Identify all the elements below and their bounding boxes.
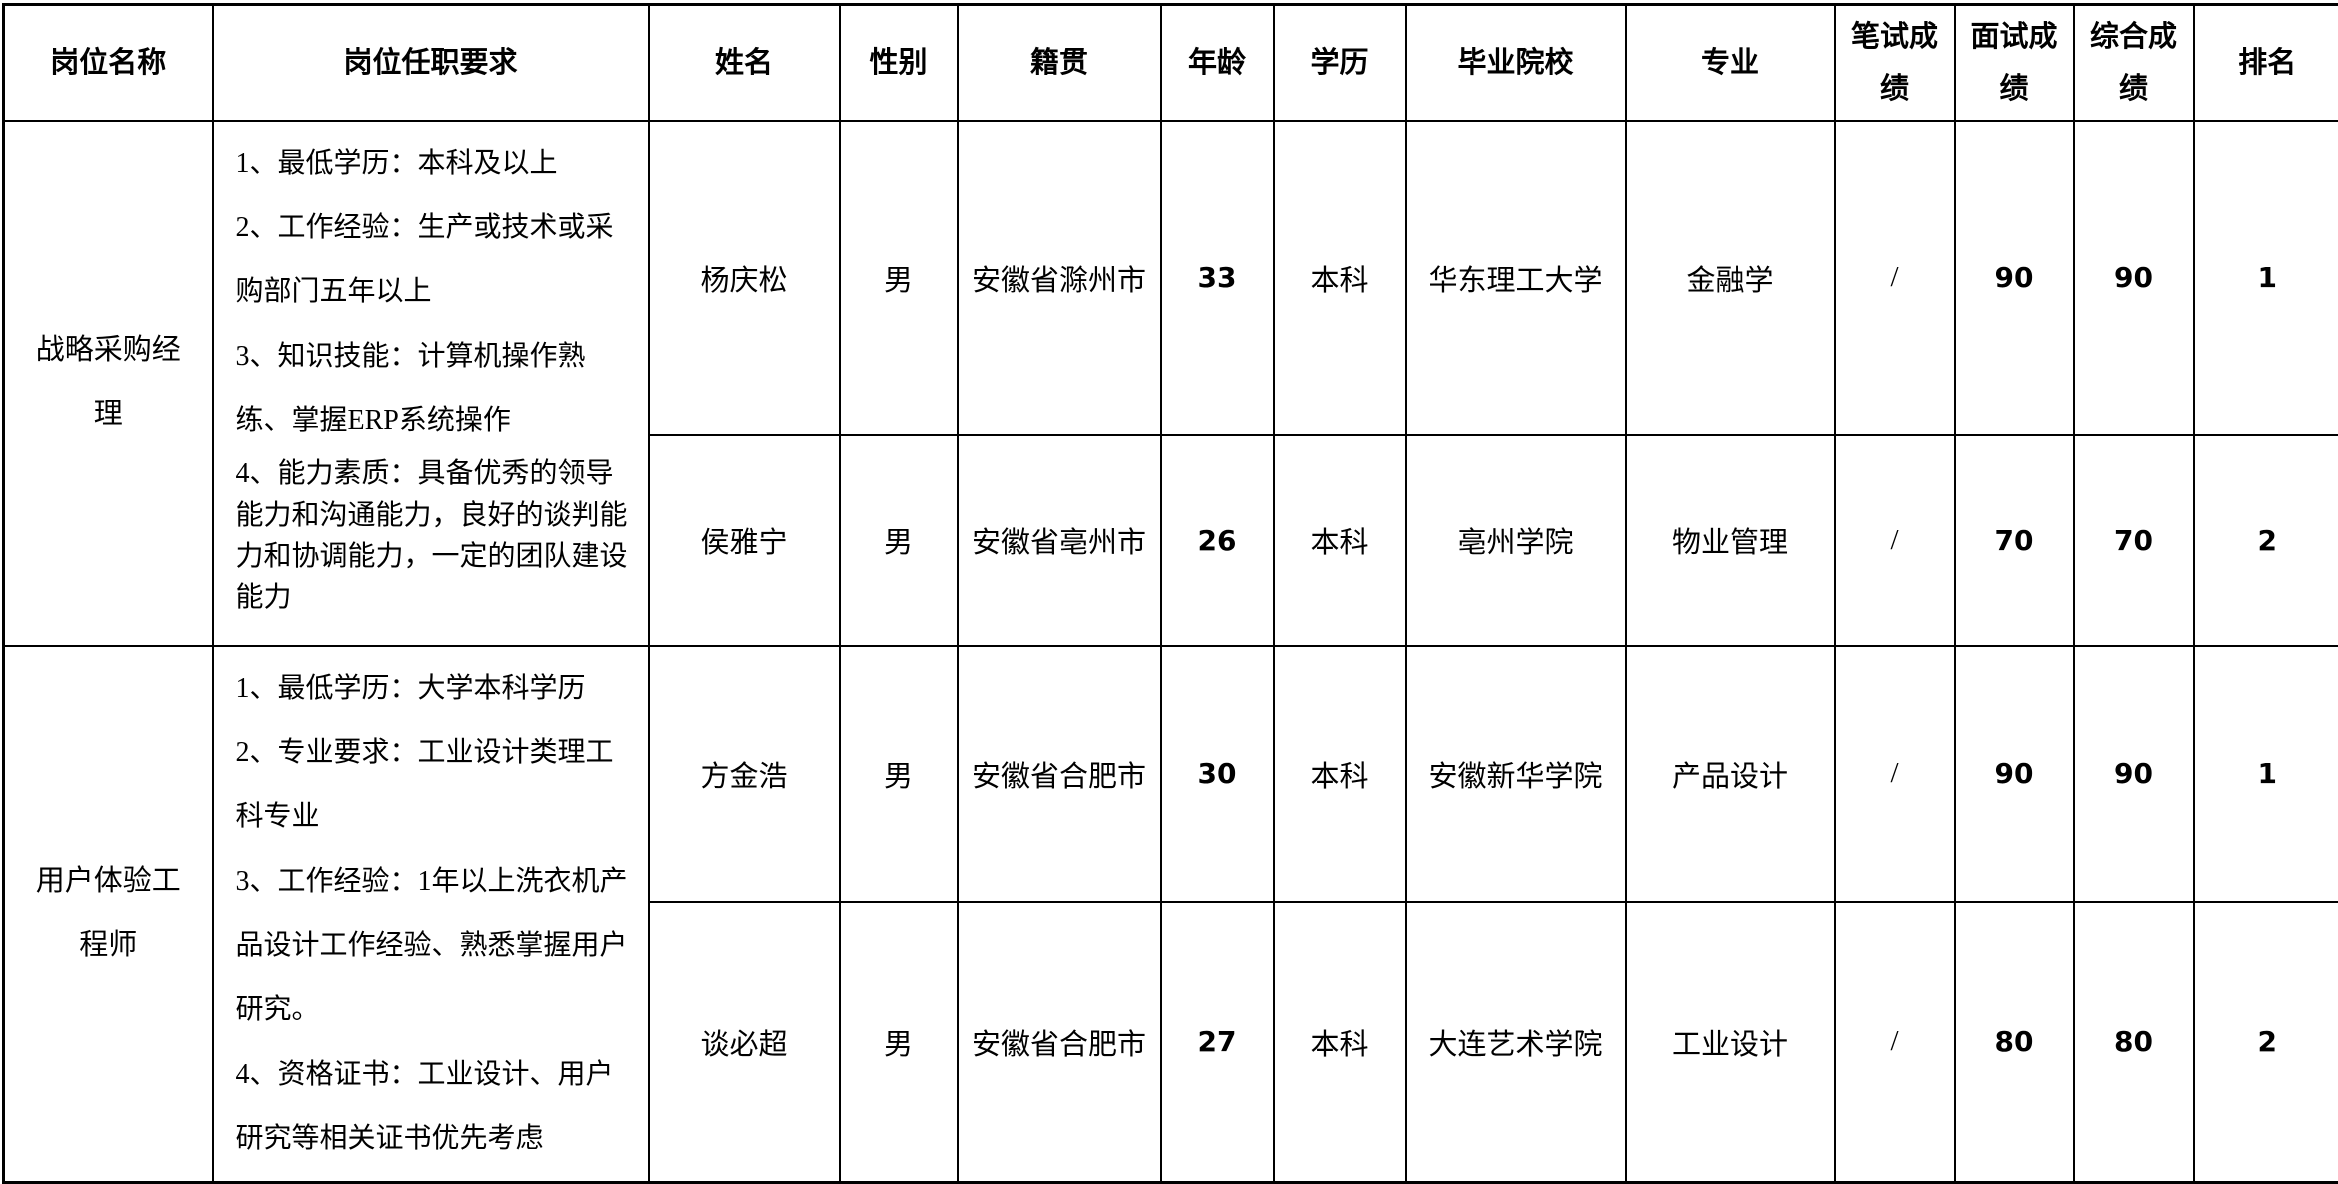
column-header-education: 学历	[1272, 3, 1407, 122]
candidate-name-cell: 侯雅宁	[647, 433, 841, 647]
requirement-item: 2、工作经验：生产或技术或采购部门五年以上	[235, 211, 614, 308]
candidate-name-cell: 谈必超	[647, 900, 841, 1184]
interview-score-cell: 90	[1953, 644, 2075, 903]
position-name-cell: 战略采购经理	[2, 119, 214, 647]
rank-cell: 1	[2192, 644, 2338, 903]
interview-score-cell: 70	[1953, 433, 2075, 647]
column-header-position-name: 岗位名称	[2, 3, 214, 122]
requirement-item: 3、工作经验：1年以上洗衣机产品设计工作经验、熟悉掌握用户研究。	[235, 865, 628, 1026]
table-header-row: 岗位名称 岗位任职要求 姓名 性别 籍贯 年龄 学历 毕业院校 专业 笔试成绩 …	[2, 3, 2338, 122]
candidate-name-cell: 杨庆松	[647, 119, 841, 436]
rank-cell: 1	[2192, 119, 2338, 436]
requirement-item: 1、最低学历：本科及以上	[235, 147, 558, 179]
column-header-requirements: 岗位任职要求	[211, 3, 650, 122]
written-score-cell: /	[1833, 900, 1956, 1184]
native-place-cell: 安徽省亳州市	[956, 433, 1162, 647]
overall-score-cell: 90	[2072, 644, 2195, 903]
overall-score-cell: 70	[2072, 433, 2195, 647]
column-header-school: 毕业院校	[1404, 3, 1627, 122]
requirement-item: 1、最低学历：大学本科学历	[235, 672, 586, 704]
candidate-row: 侯雅宁 男 安徽省亳州市 26 本科 亳州学院 物业管理 / 70 70 2	[4, 433, 2338, 647]
requirement-item: 4、能力素质：具备优秀的领导能力和沟通能力，良好的谈判能力和协调能力，一定的团队…	[235, 458, 628, 613]
requirements-cell: 1、最低学历：大学本科学历 2、专业要求：工业设计类理工科专业 3、工作经验：1…	[211, 644, 650, 1184]
rank-cell: 2	[2192, 900, 2338, 1184]
written-score-cell: /	[1833, 119, 1956, 436]
interview-score-cell: 80	[1953, 900, 2075, 1184]
candidate-name-cell: 方金浩	[647, 644, 841, 903]
written-score-cell: /	[1833, 644, 1956, 903]
school-cell: 亳州学院	[1404, 433, 1627, 647]
rank-cell: 2	[2192, 433, 2338, 647]
age-cell: 33	[1159, 119, 1275, 436]
requirement-item: 3、知识技能：计算机操作熟练、掌握ERP系统操作	[235, 340, 586, 437]
column-header-gender: 性别	[838, 3, 959, 122]
education-cell: 本科	[1272, 119, 1407, 436]
education-cell: 本科	[1272, 433, 1407, 647]
major-cell: 物业管理	[1624, 433, 1836, 647]
recruitment-results-table: 岗位名称 岗位任职要求 姓名 性别 籍贯 年龄 学历 毕业院校 专业 笔试成绩 …	[2, 3, 2338, 1184]
major-cell: 工业设计	[1624, 900, 1836, 1184]
major-cell: 金融学	[1624, 119, 1836, 436]
column-header-native-place: 籍贯	[956, 3, 1162, 122]
column-header-interview-score: 面试成绩	[1953, 3, 2075, 122]
overall-score-cell: 90	[2072, 119, 2195, 436]
column-header-age: 年龄	[1159, 3, 1275, 122]
school-cell: 华东理工大学	[1404, 119, 1627, 436]
gender-cell: 男	[838, 644, 959, 903]
column-header-rank: 排名	[2192, 3, 2338, 122]
candidate-row: 谈必超 男 安徽省合肥市 27 本科 大连艺术学院 工业设计 / 80 80 2	[4, 900, 2338, 1184]
gender-cell: 男	[838, 119, 959, 436]
education-cell: 本科	[1272, 644, 1407, 903]
column-header-name: 姓名	[647, 3, 841, 122]
requirements-cell: 1、最低学历：本科及以上 2、工作经验：生产或技术或采购部门五年以上 3、知识技…	[211, 119, 650, 647]
school-cell: 安徽新华学院	[1404, 644, 1627, 903]
age-cell: 30	[1159, 644, 1275, 903]
column-header-major: 专业	[1624, 3, 1836, 122]
position-name-cell: 用户体验工程师	[2, 644, 214, 1184]
age-cell: 26	[1159, 433, 1275, 647]
column-header-written-score: 笔试成绩	[1833, 3, 1956, 122]
age-cell: 27	[1159, 900, 1275, 1184]
native-place-cell: 安徽省合肥市	[956, 900, 1162, 1184]
column-header-overall-score: 综合成绩	[2072, 3, 2195, 122]
candidate-row: 战略采购经理 1、最低学历：本科及以上 2、工作经验：生产或技术或采购部门五年以…	[2, 119, 2338, 647]
overall-score-cell: 80	[2072, 900, 2195, 1184]
interview-score-cell: 90	[1953, 119, 2075, 436]
native-place-cell: 安徽省合肥市	[956, 644, 1162, 903]
candidate-row: 用户体验工程师 1、最低学历：大学本科学历 2、专业要求：工业设计类理工科专业 …	[2, 644, 2338, 1184]
gender-cell: 男	[838, 433, 959, 647]
written-score-cell: /	[1833, 433, 1956, 647]
gender-cell: 男	[838, 900, 959, 1184]
native-place-cell: 安徽省滁州市	[956, 119, 1162, 436]
requirement-item: 2、专业要求：工业设计类理工科专业	[235, 736, 614, 833]
school-cell: 大连艺术学院	[1404, 900, 1627, 1184]
requirement-item: 4、资格证书：工业设计、用户研究等相关证书优先考虑	[235, 1058, 614, 1155]
major-cell: 产品设计	[1624, 644, 1836, 903]
education-cell: 本科	[1272, 900, 1407, 1184]
